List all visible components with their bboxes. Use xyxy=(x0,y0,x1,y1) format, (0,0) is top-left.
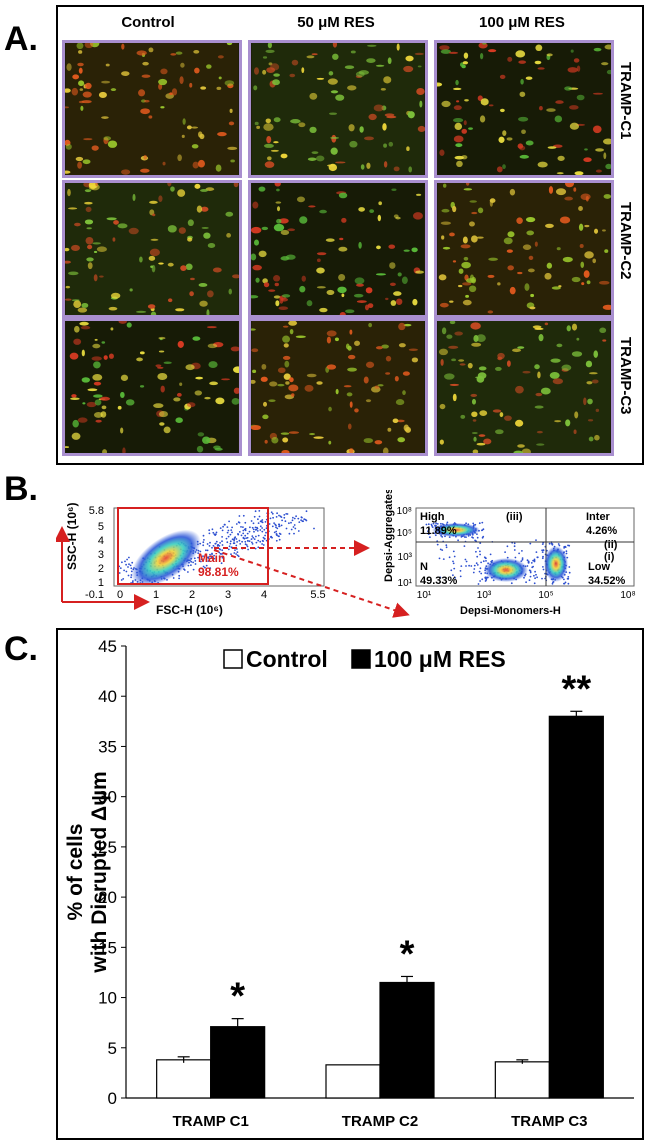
panel-a-letter: A. xyxy=(4,20,38,58)
y-tick-label: 40 xyxy=(98,687,117,706)
s1-ytick: 5.8 xyxy=(89,505,104,517)
s2-ytick: 10³ xyxy=(398,552,413,563)
bar-control-2 xyxy=(325,1064,381,1099)
bar-res-1 xyxy=(210,1026,266,1099)
row-label-tramp-c2: TRAMP-C2 xyxy=(617,202,634,280)
quadrant-n-pct: 49.33% xyxy=(420,575,458,587)
y-axis-label: % of cellswith Disrupted Δψm xyxy=(64,771,111,973)
micrograph-tile xyxy=(62,40,242,178)
quadrant-inter-label: Inter xyxy=(586,511,611,523)
legend-label: Control xyxy=(246,646,328,672)
s2-ytick: 10⁵ xyxy=(397,528,412,539)
s2-ytick: 10¹ xyxy=(398,578,413,589)
main-gate xyxy=(117,507,269,585)
micrograph-tile xyxy=(248,180,428,318)
y-tick-label: 15 xyxy=(98,938,117,957)
s1-xtick: 3 xyxy=(225,589,231,601)
bar-res-2 xyxy=(379,981,435,1099)
panel-a-frame xyxy=(56,5,644,465)
x-category-label: TRAMP C2 xyxy=(342,1113,418,1130)
quadrant-inter-pct: 4.26% xyxy=(586,525,617,537)
column-header-50um-res: 50 μM RES xyxy=(297,14,375,31)
s1-ytick: 5 xyxy=(98,521,104,533)
marker-ii: (ii) xyxy=(604,539,618,551)
s1-ytick: -0.1 xyxy=(85,589,104,601)
flow-cytometry-figure: Main 98.81% 5.8 5 4 3 2 1 -0.1 0 1 2 3 4… xyxy=(54,476,644,618)
s1-ytick: 3 xyxy=(98,549,104,561)
significance-mark: * xyxy=(230,976,245,1018)
s1-ytick: 2 xyxy=(98,563,104,575)
legend-label: 100 μM RES xyxy=(374,646,506,672)
micrograph-tile xyxy=(62,318,242,456)
legend-swatch xyxy=(223,649,243,669)
panel-b-letter: B. xyxy=(4,470,38,508)
y-tick-label: 35 xyxy=(98,737,117,756)
panel-c-letter: C. xyxy=(4,630,38,668)
row-label-tramp-c1: TRAMP-C1 xyxy=(617,62,634,140)
bar-control-1 xyxy=(156,1059,212,1099)
y-tick-label: 0 xyxy=(108,1089,117,1108)
s1-xtick: 0 xyxy=(117,589,123,601)
s2-ylabel: Depsi-Aggregates-H xyxy=(383,490,395,582)
gate-percent: 98.81% xyxy=(198,565,239,579)
y-tick-label: 20 xyxy=(98,888,117,907)
micrograph-tile xyxy=(434,40,614,178)
bar-res-3 xyxy=(548,715,604,1099)
gate-arrow-2 xyxy=(213,549,410,618)
row-label-tramp-c3: TRAMP-C3 xyxy=(617,337,634,415)
significance-mark: ** xyxy=(562,668,592,710)
y-tick-label: 10 xyxy=(98,989,117,1008)
s1-ytick: 4 xyxy=(98,535,104,547)
s1-xtick: 2 xyxy=(189,589,195,601)
y-tick-label: 5 xyxy=(108,1039,117,1058)
quadrant-low-label: Low xyxy=(588,561,610,573)
marker-iii: (iii) xyxy=(506,511,523,523)
x-category-label: TRAMP C3 xyxy=(511,1113,587,1130)
micrograph-tile xyxy=(434,180,614,318)
s1-xtick: 1 xyxy=(153,589,159,601)
s2-xtick: 10⁵ xyxy=(538,590,553,601)
s1-ytick: 1 xyxy=(98,577,104,589)
x-category-label: TRAMP C1 xyxy=(172,1113,248,1130)
s2-xtick: 10³ xyxy=(477,590,492,601)
quadrant-low-pct: 34.52% xyxy=(588,575,626,587)
y-tick-label: 25 xyxy=(98,838,117,857)
marker-i: (i) xyxy=(604,551,615,563)
micrograph-tile xyxy=(248,40,428,178)
legend-swatch xyxy=(351,649,371,669)
quadrant-high-pct: 11.89% xyxy=(420,525,457,537)
y-tick-label: 45 xyxy=(98,637,117,656)
bar-chart-container: 0 5 10 15 20 25 30 35 40 45 % of cellswith Disrupt… xyxy=(56,628,644,1140)
micrograph-tile xyxy=(248,318,428,456)
micrograph-tile xyxy=(434,318,614,456)
quadrant-high-label: High xyxy=(420,511,445,523)
bar-control-3 xyxy=(494,1061,550,1099)
quadrant-n-label: N xyxy=(420,561,428,573)
s1-ylabel: SSC-H (10⁶) xyxy=(65,502,79,570)
s1-xtick: 4 xyxy=(261,589,267,601)
bar-chart: 0 5 10 15 20 25 30 35 40 45 % of cellswith Disrupt… xyxy=(64,637,634,1130)
significance-mark: * xyxy=(400,933,415,975)
micrograph-tile xyxy=(62,180,242,318)
s1-xtick: 5.5 xyxy=(310,589,325,601)
panel-c-frame xyxy=(56,628,644,1140)
y-tick-label: 30 xyxy=(98,788,117,807)
s2-xtick: 10¹ xyxy=(417,590,432,601)
flow-svg: Main 98.81% 5.8 5 4 3 2 1 -0.1 0 1 2 3 4… xyxy=(54,476,636,618)
column-header-100um-res: 100 μM RES xyxy=(479,14,565,31)
gate-name: Main xyxy=(198,551,225,565)
s1-xlabel: FSC-H (10⁶) xyxy=(156,603,223,617)
column-header-control: Control xyxy=(121,14,175,31)
s2-ytick: 10⁸ xyxy=(397,506,412,517)
s2-xtick: 10⁸ xyxy=(620,590,635,601)
s2-xlabel: Depsi-Monomers-H xyxy=(460,605,561,617)
